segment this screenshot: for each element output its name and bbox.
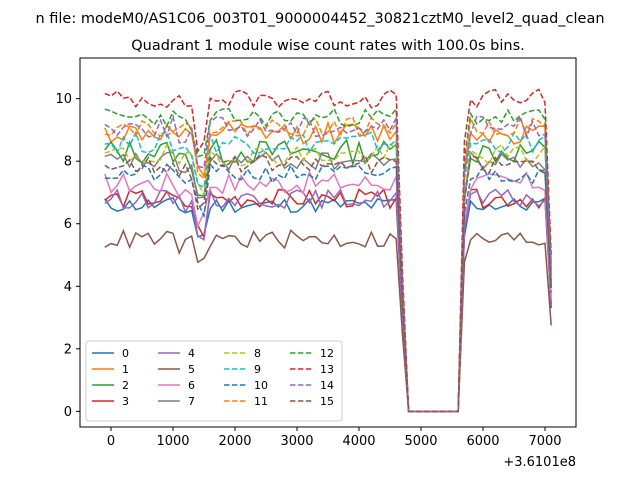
legend-label-12: 12 [320,347,334,360]
x-tick-label: 4000 [342,434,375,449]
legend-label-13: 13 [320,363,334,376]
x-tick-label: 6000 [466,434,499,449]
series-line-3 [104,188,552,413]
y-tick-label: 8 [64,155,72,170]
series-layer [104,88,552,413]
series-line-10 [104,162,552,413]
x-axis-offset-label: +3.6101e8 [503,455,576,470]
y-tick-label: 6 [64,217,72,232]
series-line-14 [104,113,552,413]
series-line-1 [104,120,552,413]
series-line-9 [104,130,552,413]
x-tick-label: 1000 [156,434,189,449]
x-axis: 0 1000 2000 3000 4000 5000 6000 7000 [107,427,562,449]
y-tick-label: 4 [64,280,72,295]
legend-label-3: 3 [122,395,129,408]
x-tick-label: 3000 [280,434,313,449]
legend-label-1: 1 [122,363,129,376]
legend-label-5: 5 [188,363,195,376]
y-tick-label: 10 [55,92,72,107]
legend-label-9: 9 [254,363,261,376]
series-line-5 [104,228,552,413]
x-tick-label: 7000 [528,434,561,449]
series-line-7 [104,150,552,413]
chart-title: Quadrant 1 module wise count rates with … [131,38,525,54]
legend-label-8: 8 [254,347,261,360]
series-line-13 [104,88,552,413]
legend-label-11: 11 [254,395,268,408]
series-line-11 [104,115,552,413]
x-tick-label: 2000 [218,434,251,449]
axes-frame [79,57,577,428]
legend-label-7: 7 [188,395,195,408]
legend-label-4: 4 [188,347,195,360]
legend-label-15: 15 [320,395,334,408]
legend-label-14: 14 [320,379,334,392]
x-tick-label: 5000 [404,434,437,449]
y-tick-label: 0 [64,405,72,420]
series-line-0 [104,197,552,413]
x-tick-label: 0 [107,434,115,449]
legend-label-10: 10 [254,379,268,392]
series-line-12 [104,107,552,413]
legend-label-2: 2 [122,379,129,392]
series-line-15 [104,154,552,413]
series-line-8 [104,143,552,413]
legend-box [85,340,343,422]
series-line-2 [104,138,552,413]
legend-label-6: 6 [188,379,195,392]
figure-suptitle: n file: modeM0/AS1C06_003T01_9000004452_… [35,11,604,27]
legend-label-0: 0 [122,347,129,360]
y-axis: 0 2 4 6 8 10 [55,92,80,420]
series-line-6 [104,170,552,413]
y-tick-label: 2 [64,342,72,357]
